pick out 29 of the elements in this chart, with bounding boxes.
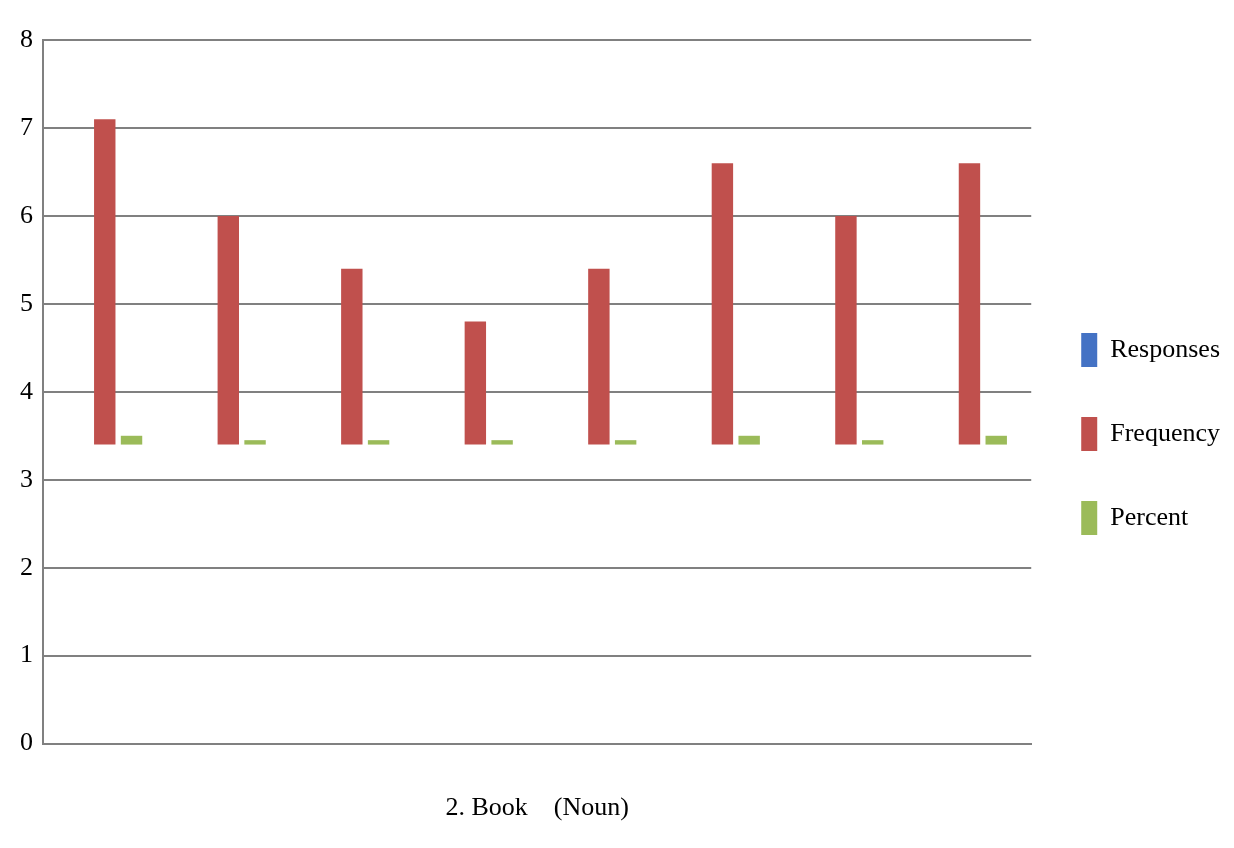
y-tick-label: 5	[20, 287, 33, 317]
y-tick-label: 0	[20, 727, 33, 757]
y-tick-label: 3	[20, 463, 33, 493]
bar	[367, 440, 390, 445]
bar	[738, 435, 760, 445]
y-tick-label: 7	[20, 111, 33, 141]
bar	[835, 215, 857, 445]
bar	[985, 435, 1007, 445]
bar	[244, 440, 266, 445]
legend-label: Frequency	[1110, 417, 1220, 447]
y-tick-label: 8	[20, 23, 33, 53]
bar	[120, 435, 143, 445]
bar	[958, 163, 981, 445]
bar	[94, 119, 116, 445]
legend-label: Responses	[1110, 333, 1220, 363]
bar	[711, 163, 734, 445]
legend-label: Percent	[1110, 501, 1189, 531]
bar	[614, 440, 637, 445]
bar	[588, 268, 610, 445]
x-axis-title: 2. Book (Noun)	[445, 792, 629, 822]
bar	[341, 268, 363, 445]
y-tick-label: 4	[20, 375, 33, 405]
bar	[861, 440, 884, 445]
y-tick-label: 1	[20, 639, 33, 669]
y-tick-label: 2	[20, 551, 33, 581]
y-tick-label: 6	[20, 199, 33, 229]
bar	[491, 440, 513, 445]
bar	[464, 321, 487, 445]
bar	[217, 215, 239, 445]
